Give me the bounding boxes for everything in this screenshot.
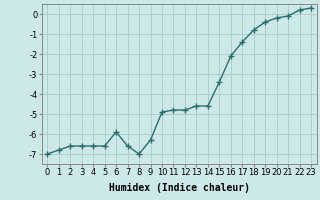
X-axis label: Humidex (Indice chaleur): Humidex (Indice chaleur) bbox=[109, 183, 250, 193]
